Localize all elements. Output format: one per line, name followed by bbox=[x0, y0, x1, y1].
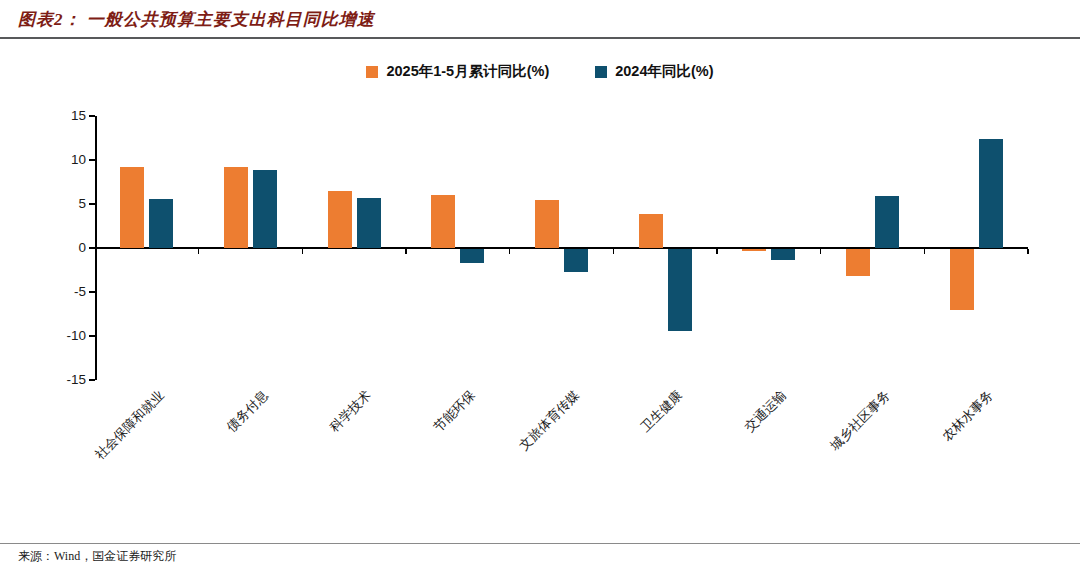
bar-2024-0 bbox=[149, 199, 173, 248]
x-axis-label-3: 节能环保 bbox=[431, 388, 477, 434]
x-axis-label-7: 城乡社区事务 bbox=[827, 388, 891, 452]
x-axis-label-6: 交通运输 bbox=[742, 388, 788, 434]
bar-2025-2 bbox=[328, 191, 352, 248]
x-tick-2 bbox=[302, 249, 304, 254]
y-axis-label--15: -15 bbox=[30, 373, 86, 387]
x-tick-8 bbox=[924, 249, 926, 254]
y-tick-5 bbox=[89, 203, 95, 205]
bar-2025-8 bbox=[950, 249, 974, 311]
x-tick-7 bbox=[820, 249, 822, 254]
bar-2025-7 bbox=[846, 249, 870, 276]
x-tick-9 bbox=[1027, 249, 1029, 254]
bar-2024-3 bbox=[460, 249, 484, 263]
x-axis-label-1: 债务付息 bbox=[224, 388, 270, 434]
y-tick--10 bbox=[89, 335, 95, 337]
y-axis-label--10: -10 bbox=[30, 329, 86, 343]
x-tick-6 bbox=[716, 249, 718, 254]
bar-2024-1 bbox=[253, 170, 277, 248]
x-axis-label-5: 卫生健康 bbox=[638, 388, 684, 434]
bar-2024-8 bbox=[979, 139, 1003, 248]
x-tick-4 bbox=[509, 249, 511, 254]
y-tick--5 bbox=[89, 291, 95, 293]
y-axis-label--5: -5 bbox=[30, 285, 86, 299]
x-tick-1 bbox=[198, 249, 200, 254]
source-note: 来源：Wind，国金证券研究所 bbox=[18, 548, 176, 563]
bar-2024-7 bbox=[875, 196, 899, 248]
bar-2024-2 bbox=[357, 198, 381, 248]
x-axis-label-2: 科学技术 bbox=[327, 388, 373, 434]
y-tick-15 bbox=[89, 115, 95, 117]
y-tick--15 bbox=[89, 379, 95, 381]
bar-2024-5 bbox=[668, 249, 692, 331]
x-tick-5 bbox=[613, 249, 615, 254]
bar-chart-plot: 15 10 5 0 -5 -10 -15 社会保障和就业 债务付息 科学技术 节能环保文旅体育传媒 卫… bbox=[0, 0, 1080, 563]
x-tick-3 bbox=[405, 249, 407, 254]
figure: 图表2： 一般公共预算主要支出科目同比增速 2025年1-5月累计同比(%) 2… bbox=[0, 0, 1080, 563]
bar-2025-3 bbox=[431, 195, 455, 248]
bar-2024-4 bbox=[564, 249, 588, 272]
bar-2025-5 bbox=[639, 214, 663, 248]
y-tick-10 bbox=[89, 159, 95, 161]
bar-2025-6 bbox=[742, 249, 766, 251]
y-axis-label-10: 10 bbox=[30, 153, 86, 167]
bar-2025-4 bbox=[535, 200, 559, 248]
bar-2025-1 bbox=[224, 167, 248, 248]
footer-separator bbox=[0, 543, 1080, 544]
x-axis-label-8: 农林水事务 bbox=[940, 388, 995, 443]
y-axis-label-15: 15 bbox=[30, 109, 86, 123]
bar-2025-0 bbox=[120, 167, 144, 248]
y-axis-label-5: 5 bbox=[30, 197, 86, 211]
y-axis-label-0: 0 bbox=[30, 241, 86, 255]
x-axis-label-0: 社会保障和就业 bbox=[92, 388, 166, 462]
bar-2024-6 bbox=[771, 249, 795, 260]
x-axis-label-4: 文旅体育传媒 bbox=[516, 388, 580, 452]
